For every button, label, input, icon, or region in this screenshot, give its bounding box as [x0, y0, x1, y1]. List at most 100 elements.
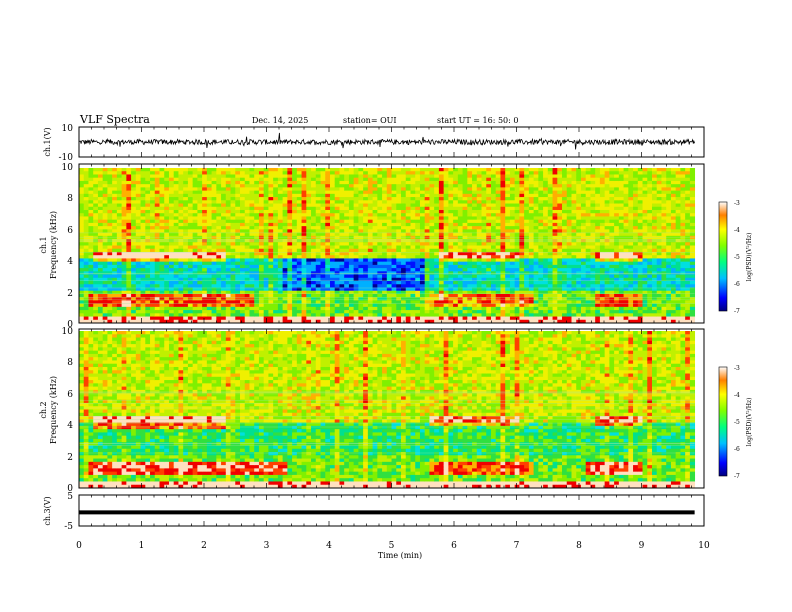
spectrogram-cell [116, 319, 123, 324]
spectrogram-cell [543, 174, 549, 179]
spectrogram-cell [202, 174, 208, 179]
spectrogram-cell [235, 258, 241, 263]
spectrogram-cell [500, 222, 506, 227]
spectrogram-cell [192, 242, 198, 246]
spectrogram-cell [206, 300, 212, 305]
spectrogram-cell [415, 245, 421, 250]
spectrogram-cell [486, 239, 492, 243]
spectrogram-cell [557, 258, 563, 263]
spectrogram-cell [514, 277, 520, 282]
spectrogram-cell [419, 303, 426, 308]
spectrogram-cell [443, 232, 449, 237]
spectrogram-cell [88, 180, 94, 185]
spectrogram-cell [301, 203, 307, 208]
spectrogram-cell [562, 206, 568, 211]
spectrogram-cell [225, 251, 231, 256]
spectrogram-cell [116, 248, 123, 253]
spectrogram-cell [301, 290, 307, 295]
spectrogram-cell [206, 242, 212, 246]
spectrogram-cell [159, 206, 165, 211]
spectrogram-cell [509, 174, 516, 179]
spectrogram-cell [401, 264, 407, 269]
spectrogram-cell [197, 316, 203, 321]
spectrogram-cell [145, 310, 151, 314]
spectrogram-cell [197, 190, 203, 195]
spectrogram-cell [495, 306, 501, 311]
spectrogram-cell [538, 306, 544, 311]
spectrogram-cell [424, 245, 430, 250]
spectrogram-cell [131, 200, 137, 204]
spectrogram-cell [178, 239, 184, 243]
spectrogram-cell [263, 197, 269, 201]
spectrogram-cell [415, 284, 421, 288]
spectrogram-cell [557, 239, 563, 243]
spectrogram-cell [486, 261, 492, 266]
spectrogram-cell [334, 209, 340, 214]
spectrogram-cell [538, 264, 544, 269]
spectrogram-cell [93, 235, 99, 240]
spectrogram-cell [334, 313, 340, 317]
spectrogram-cell [443, 197, 449, 201]
spectrogram-cell [505, 222, 511, 227]
spectrogram-cell [183, 306, 189, 311]
spectrogram-cell [334, 197, 340, 201]
spectrogram-cell [443, 168, 449, 172]
spectrogram-cell [424, 200, 430, 204]
spectrogram-cell [88, 190, 94, 195]
spectrogram-cell [386, 268, 392, 272]
spectrogram-cell [533, 261, 539, 266]
spectrogram-cell [566, 187, 572, 192]
spectrogram-cell [410, 306, 416, 311]
spectrogram-cell [543, 277, 549, 282]
spectrogram-cell [405, 310, 411, 314]
spectrogram-cell [235, 174, 241, 179]
spectrogram-cell [211, 229, 217, 233]
spectrogram-cell [344, 222, 350, 227]
spectrogram-cell [277, 168, 284, 172]
spectrogram-cell [538, 258, 544, 263]
spectrogram-cell [135, 174, 141, 179]
spectrogram-cell [273, 290, 279, 295]
spectrogram-cell [476, 222, 482, 227]
spectrogram-cell [150, 197, 156, 201]
spectrogram-cell [301, 206, 307, 211]
spectrogram-cell [263, 258, 269, 263]
spectrogram-cell [334, 180, 340, 185]
spectrogram-cell [562, 216, 568, 221]
spectrogram-cell [415, 293, 421, 298]
spectrogram-cell [287, 226, 293, 230]
spectrogram-cell [443, 258, 449, 263]
spectrogram-cell [292, 258, 298, 263]
spectrogram-cell [112, 232, 118, 237]
spectrogram-cell [173, 180, 179, 185]
spectrogram-cell [415, 258, 421, 263]
spectrogram-cell [353, 187, 359, 192]
spectrogram-cell [429, 258, 435, 263]
spectrogram-cell [192, 274, 198, 279]
spectrogram-cell [235, 226, 241, 230]
spectrogram-cell [79, 190, 85, 195]
spectrogram-cell [434, 219, 440, 224]
spectrogram-cell [83, 229, 89, 233]
spectrogram-cell [292, 319, 298, 324]
spectrogram-cell [282, 261, 288, 266]
spectrogram-cell [566, 251, 572, 256]
spectrogram-cell [249, 187, 255, 192]
spectrogram-cell [93, 293, 99, 298]
spectrogram-cell [543, 216, 549, 221]
spectrogram-cell [107, 216, 113, 221]
spectrogram-cell [443, 264, 449, 269]
spectrogram-cell [495, 193, 501, 198]
spectrogram-cell [202, 264, 208, 269]
spectrogram-cell [107, 209, 113, 214]
spectrogram-cell [131, 248, 137, 253]
spectrogram-cell [547, 200, 553, 204]
spectrogram-cell [348, 190, 355, 195]
spectrogram-cell [315, 293, 321, 298]
spectrogram-cell [202, 219, 208, 224]
spectrogram-cell [448, 206, 454, 211]
spectrogram-cell [396, 248, 402, 253]
spectrogram-cell [472, 200, 478, 204]
spectrogram-cell [419, 300, 426, 305]
spectrogram-cell [301, 287, 307, 292]
